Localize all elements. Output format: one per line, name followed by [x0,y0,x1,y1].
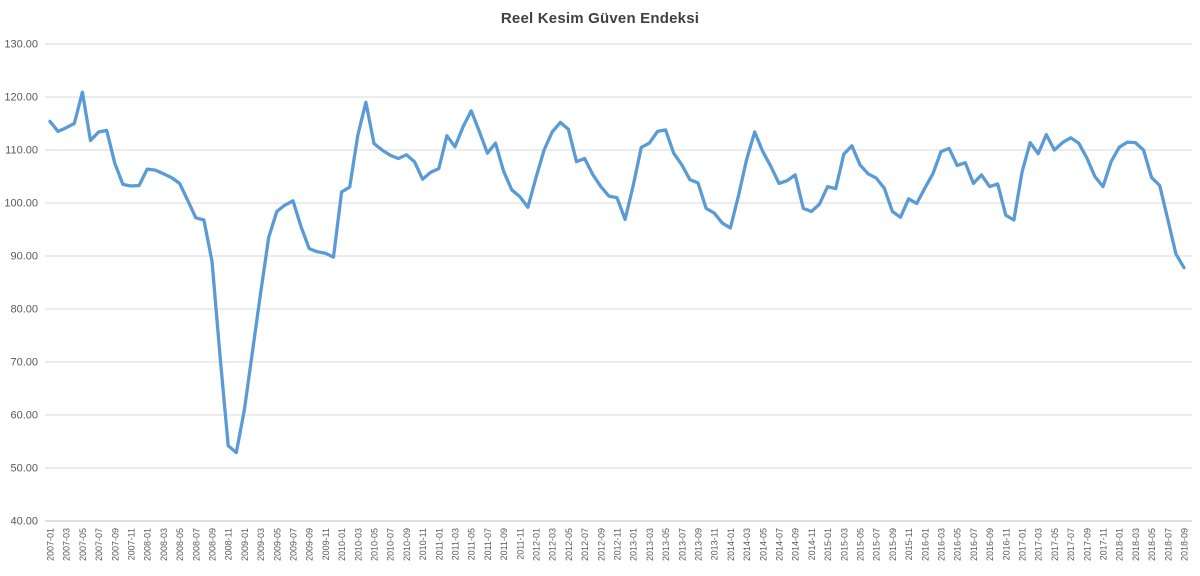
x-axis-label: 2009-07 [289,528,299,561]
x-axis-label: 2018-07 [1163,528,1173,561]
x-axis-label: 2018-03 [1131,528,1141,561]
x-axis-label: 2015-11 [904,528,914,560]
x-axis-label: 2007-09 [110,528,120,561]
x-axis-label: 2017-03 [1034,528,1044,561]
x-axis-label: 2007-07 [94,528,104,561]
x-axis-label: 2016-01 [920,528,930,561]
x-axis-label: 2015-09 [888,528,898,561]
x-axis-label: 2014-07 [775,528,785,561]
x-axis-label: 2009-09 [305,528,315,561]
x-axis-label: 2013-03 [645,528,655,561]
x-axis-label: 2018-09 [1180,528,1190,561]
x-axis-label: 2017-01 [1018,528,1028,561]
x-axis-label: 2009-05 [272,528,282,561]
y-axis-label: 50.00 [10,463,38,475]
x-axis-label: 2012-11 [613,528,623,560]
y-axis-label: 120.00 [4,92,38,104]
x-axis-label: 2012-07 [580,528,590,561]
x-axis-label: 2009-03 [256,528,266,561]
x-axis-label: 2012-05 [564,528,574,561]
x-axis-label: 2007-05 [78,528,88,561]
x-axis-label: 2008-09 [208,528,218,561]
y-axis-label: 80.00 [10,304,38,316]
x-axis-label: 2016-11 [1001,528,1011,560]
series-line [48,90,1186,455]
x-axis-label: 2016-03 [937,528,947,561]
x-axis-label: 2008-01 [143,528,153,561]
x-axis-label: 2013-09 [694,528,704,561]
x-axis-label: 2015-03 [839,528,849,561]
x-axis-label: 2011-03 [451,528,461,560]
x-axis-label: 2012-09 [596,528,606,561]
x-axis-label: 2018-05 [1147,528,1157,561]
x-axis-label: 2011-01 [434,528,444,560]
x-axis-label: 2013-01 [629,528,639,561]
x-axis-label: 2012-01 [532,528,542,561]
x-axis-label: 2011-07 [483,528,493,560]
x-axis-label: 2013-11 [710,528,720,560]
x-axis-label: 2017-09 [1082,528,1092,561]
x-axis-label: 2008-03 [159,528,169,561]
x-axis-label: 2016-09 [985,528,995,561]
x-axis-label: 2014-11 [807,528,817,560]
x-axis-label: 2008-07 [191,528,201,561]
y-axis-label: 110.00 [5,145,38,157]
x-axis-label: 2011-11 [515,528,525,560]
chart-title: Reel Kesim Güven Endeksi [500,10,700,27]
x-axis-label: 2014-09 [791,528,801,561]
x-axis-label: 2010-03 [353,528,363,561]
x-axis-label: 2016-05 [953,528,963,561]
y-axis-label: 70.00 [10,357,38,369]
x-axis-label: 2014-01 [726,528,736,561]
x-axis-label: 2014-03 [742,528,752,561]
x-axis-label: 2011-09 [499,528,509,560]
x-axis-label: 2017-05 [1050,528,1060,561]
x-axis-label: 2007-01 [46,528,56,561]
x-axis-label: 2010-09 [402,528,412,561]
x-axis-label: 2007-03 [62,528,72,561]
x-axis-label: 2009-01 [240,528,250,561]
x-axis-label: 2013-07 [677,528,687,561]
x-axis-label: 2010-05 [370,528,380,561]
x-axis-label: 2012-03 [548,528,558,561]
x-axis-label: 2014-05 [758,528,768,561]
x-axis-label: 2009-11 [321,528,331,560]
y-axis-label: 130.00 [4,39,38,51]
x-axis-label: 2010-07 [386,528,396,561]
y-axis-label: 100.00 [4,198,38,210]
x-axis-label: 2007-11 [127,528,137,560]
x-axis-label: 2008-11 [224,528,234,560]
x-axis-label: 2010-11 [418,528,428,560]
y-axis-label: 90.00 [10,251,38,263]
x-axis-label: 2017-07 [1066,528,1076,561]
x-axis-label: 2016-07 [969,528,979,561]
x-axis-label: 2010-01 [337,528,347,561]
x-axis-label: 2015-01 [823,528,833,561]
x-axis-label: 2008-05 [175,528,185,561]
x-axis-label: 2015-07 [872,528,882,561]
y-axis-label: 60.00 [10,410,38,422]
x-axis-label: 2011-05 [467,528,477,560]
x-axis-label: 2015-05 [856,528,866,561]
y-axis-label: 40.00 [10,516,38,528]
x-axis-label: 2018-01 [1115,528,1125,561]
x-axis-label: 2017-11 [1099,528,1109,560]
x-axis-label: 2013-05 [661,528,671,561]
